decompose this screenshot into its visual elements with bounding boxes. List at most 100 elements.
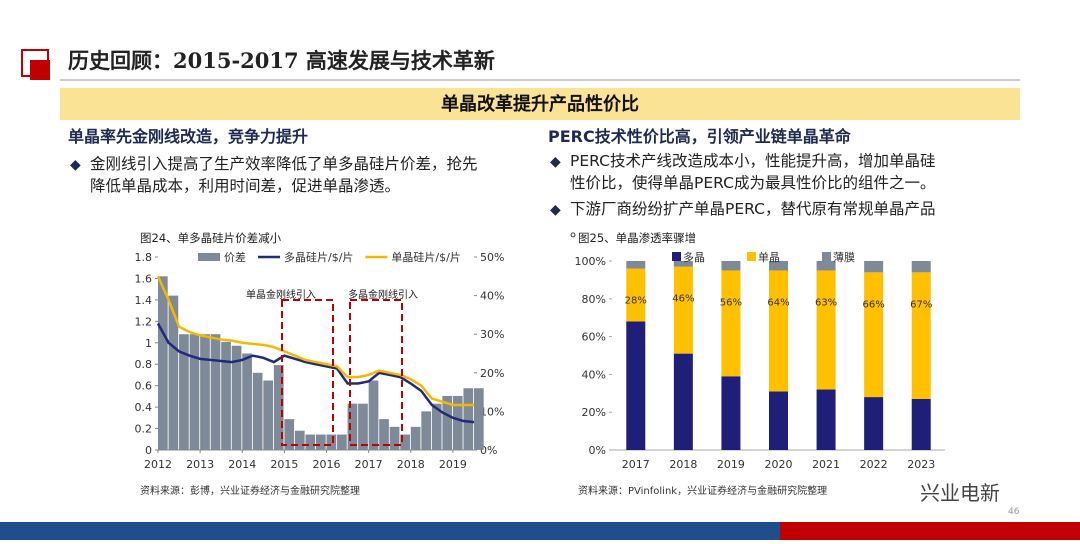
y-tick-label: 1.8 bbox=[135, 251, 153, 264]
bullet-icon: ◆ bbox=[550, 154, 561, 170]
bar-segment bbox=[673, 266, 693, 354]
source: 资料来源：彭博，兴业证券经济与金融研究院整理 bbox=[140, 484, 360, 497]
bar bbox=[421, 411, 432, 450]
bar-segment bbox=[911, 398, 931, 450]
x-tick-label: 2012 bbox=[144, 458, 172, 471]
bar-segment bbox=[626, 321, 646, 450]
bar bbox=[168, 295, 179, 450]
y-tick-label: 1 bbox=[145, 337, 152, 350]
y-tick-label: 80% bbox=[582, 293, 606, 306]
bar bbox=[431, 403, 442, 450]
bullet-text: 金刚线引入提高了生产效率降低了单多晶硅片价差，抢先降低单晶成本，利用时间差，促进… bbox=[90, 155, 478, 195]
y-tick-label: 20% bbox=[582, 406, 606, 419]
y-tick-label: 1.4 bbox=[135, 294, 153, 307]
x-tick-label: 2015 bbox=[270, 458, 298, 471]
bar-segment bbox=[673, 353, 693, 450]
bar-segment bbox=[626, 261, 646, 269]
value-label: 64% bbox=[767, 297, 789, 308]
title: 历史回顾：2015-2017 高速发展与技术革新 bbox=[68, 48, 495, 73]
bar-segment bbox=[721, 270, 741, 377]
y-tick-label: 40% bbox=[582, 368, 606, 381]
legend-label: 多晶 bbox=[683, 250, 705, 264]
bar bbox=[452, 395, 463, 450]
bar bbox=[179, 334, 189, 450]
bar-segment bbox=[911, 272, 931, 399]
x-tick-label: 2017 bbox=[622, 458, 650, 471]
x-tick-label: 2018 bbox=[397, 458, 425, 471]
x-tick-label: 2018 bbox=[669, 458, 697, 471]
legend-swatch bbox=[822, 252, 831, 261]
bar bbox=[210, 334, 221, 450]
y-tick-label: 1.6 bbox=[135, 272, 153, 285]
bar bbox=[158, 276, 168, 450]
chart-title: 图24、单多晶硅片价差减小 bbox=[140, 231, 282, 245]
bar-segment bbox=[864, 261, 884, 273]
bullet-icon: ◆ bbox=[550, 202, 561, 218]
legend-swatch bbox=[747, 252, 756, 261]
value-label: 56% bbox=[720, 297, 742, 308]
legend-label: 单晶 bbox=[758, 251, 780, 264]
banner: 单晶改革提升产品性价比 bbox=[441, 93, 639, 115]
y2-tick-label: 50% bbox=[480, 251, 504, 264]
bar bbox=[263, 380, 274, 450]
bar-segment bbox=[816, 389, 836, 450]
legend-swatch bbox=[198, 253, 220, 261]
bar bbox=[273, 365, 284, 450]
y2-tick-label: 10% bbox=[480, 405, 504, 418]
value-label: 67% bbox=[910, 299, 932, 310]
bar-segment bbox=[911, 261, 931, 273]
y2-tick-label: 0% bbox=[480, 444, 497, 457]
bullet-text: 下游厂商纷纷扩产单晶PERC，替代原有常规单晶产品。 bbox=[570, 200, 935, 240]
bar-segment bbox=[769, 391, 788, 450]
bar bbox=[242, 353, 252, 450]
bar bbox=[358, 403, 368, 450]
logo-fill bbox=[30, 60, 50, 80]
y-tick-label: 100% bbox=[575, 255, 606, 268]
y-tick-label: 1.2 bbox=[135, 315, 153, 328]
brand: 兴业电新 bbox=[920, 481, 1000, 505]
page-number: 46 bbox=[1008, 507, 1020, 517]
annotation: 单晶金刚线引入 bbox=[246, 288, 316, 301]
x-tick-label: 2019 bbox=[439, 458, 467, 471]
y-tick-label: 0.8 bbox=[135, 358, 153, 371]
highlight-box bbox=[349, 299, 403, 446]
bar-segment bbox=[721, 261, 741, 271]
bar bbox=[231, 345, 242, 450]
bar bbox=[252, 372, 263, 450]
y2-tick-label: 40% bbox=[480, 290, 504, 303]
bar bbox=[347, 403, 358, 450]
y-tick-label: 0% bbox=[589, 444, 606, 457]
annotation: 多晶金刚线引入 bbox=[348, 288, 418, 301]
bar-segment bbox=[864, 272, 884, 398]
bar-segment bbox=[626, 268, 646, 322]
legend-swatch bbox=[672, 252, 681, 261]
bar-segment bbox=[864, 397, 884, 450]
bar bbox=[316, 434, 326, 450]
bar-segment bbox=[769, 270, 788, 392]
value-label: 63% bbox=[815, 297, 837, 308]
right-heading: PERC技术性价比高，引领产业链单晶革命 bbox=[548, 127, 852, 146]
source: 资料来源：PVinfolink，兴业证券经济与金融研究院整理 bbox=[578, 484, 827, 497]
bullet-icon: ◆ bbox=[70, 157, 81, 173]
x-tick-label: 2014 bbox=[228, 458, 256, 471]
bar bbox=[305, 434, 316, 450]
bar bbox=[442, 395, 453, 450]
value-label: 66% bbox=[863, 299, 885, 310]
y-tick-label: 0.4 bbox=[135, 401, 153, 414]
x-tick-label: 2020 bbox=[765, 458, 793, 471]
y2-tick-label: 20% bbox=[480, 367, 504, 380]
y-tick-label: 0.2 bbox=[135, 423, 153, 436]
y-tick-label: 0 bbox=[145, 444, 152, 457]
value-label: 28% bbox=[625, 296, 647, 307]
legend-label: 单晶硅片/$/片 bbox=[391, 251, 460, 264]
bar-segment bbox=[816, 261, 836, 271]
banner-bg bbox=[60, 88, 1020, 120]
bar bbox=[410, 426, 421, 450]
bar bbox=[221, 341, 231, 450]
bar bbox=[400, 434, 410, 450]
y-tick-label: 60% bbox=[582, 331, 606, 344]
bar bbox=[189, 334, 200, 450]
y-tick-label: 0.6 bbox=[135, 380, 153, 393]
